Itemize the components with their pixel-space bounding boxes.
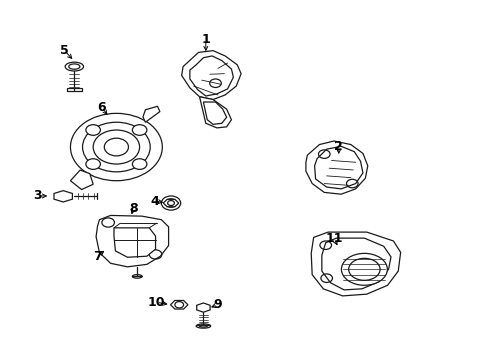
Text: 7: 7: [93, 250, 101, 263]
Text: 4: 4: [150, 195, 159, 208]
Text: 2: 2: [334, 140, 343, 153]
Ellipse shape: [69, 64, 80, 69]
Circle shape: [86, 159, 100, 170]
Text: 8: 8: [129, 202, 137, 215]
Text: 1: 1: [201, 33, 210, 46]
Circle shape: [86, 125, 100, 135]
Polygon shape: [114, 228, 155, 257]
Polygon shape: [181, 51, 241, 100]
Text: 11: 11: [325, 232, 342, 245]
Ellipse shape: [196, 324, 210, 328]
Polygon shape: [96, 215, 168, 267]
Ellipse shape: [341, 253, 386, 285]
Polygon shape: [170, 301, 187, 309]
Polygon shape: [54, 191, 72, 202]
Ellipse shape: [65, 62, 83, 71]
Text: 10: 10: [147, 296, 165, 309]
Polygon shape: [70, 170, 93, 190]
Polygon shape: [163, 199, 179, 207]
Polygon shape: [142, 106, 160, 122]
Circle shape: [132, 159, 146, 170]
Polygon shape: [305, 141, 367, 194]
Polygon shape: [196, 303, 210, 312]
Text: 6: 6: [98, 101, 106, 114]
Text: 5: 5: [60, 44, 69, 57]
Text: 9: 9: [213, 298, 222, 311]
Circle shape: [132, 125, 146, 135]
Polygon shape: [310, 232, 400, 296]
Circle shape: [70, 113, 162, 181]
Text: 3: 3: [33, 189, 42, 202]
Polygon shape: [199, 97, 231, 128]
